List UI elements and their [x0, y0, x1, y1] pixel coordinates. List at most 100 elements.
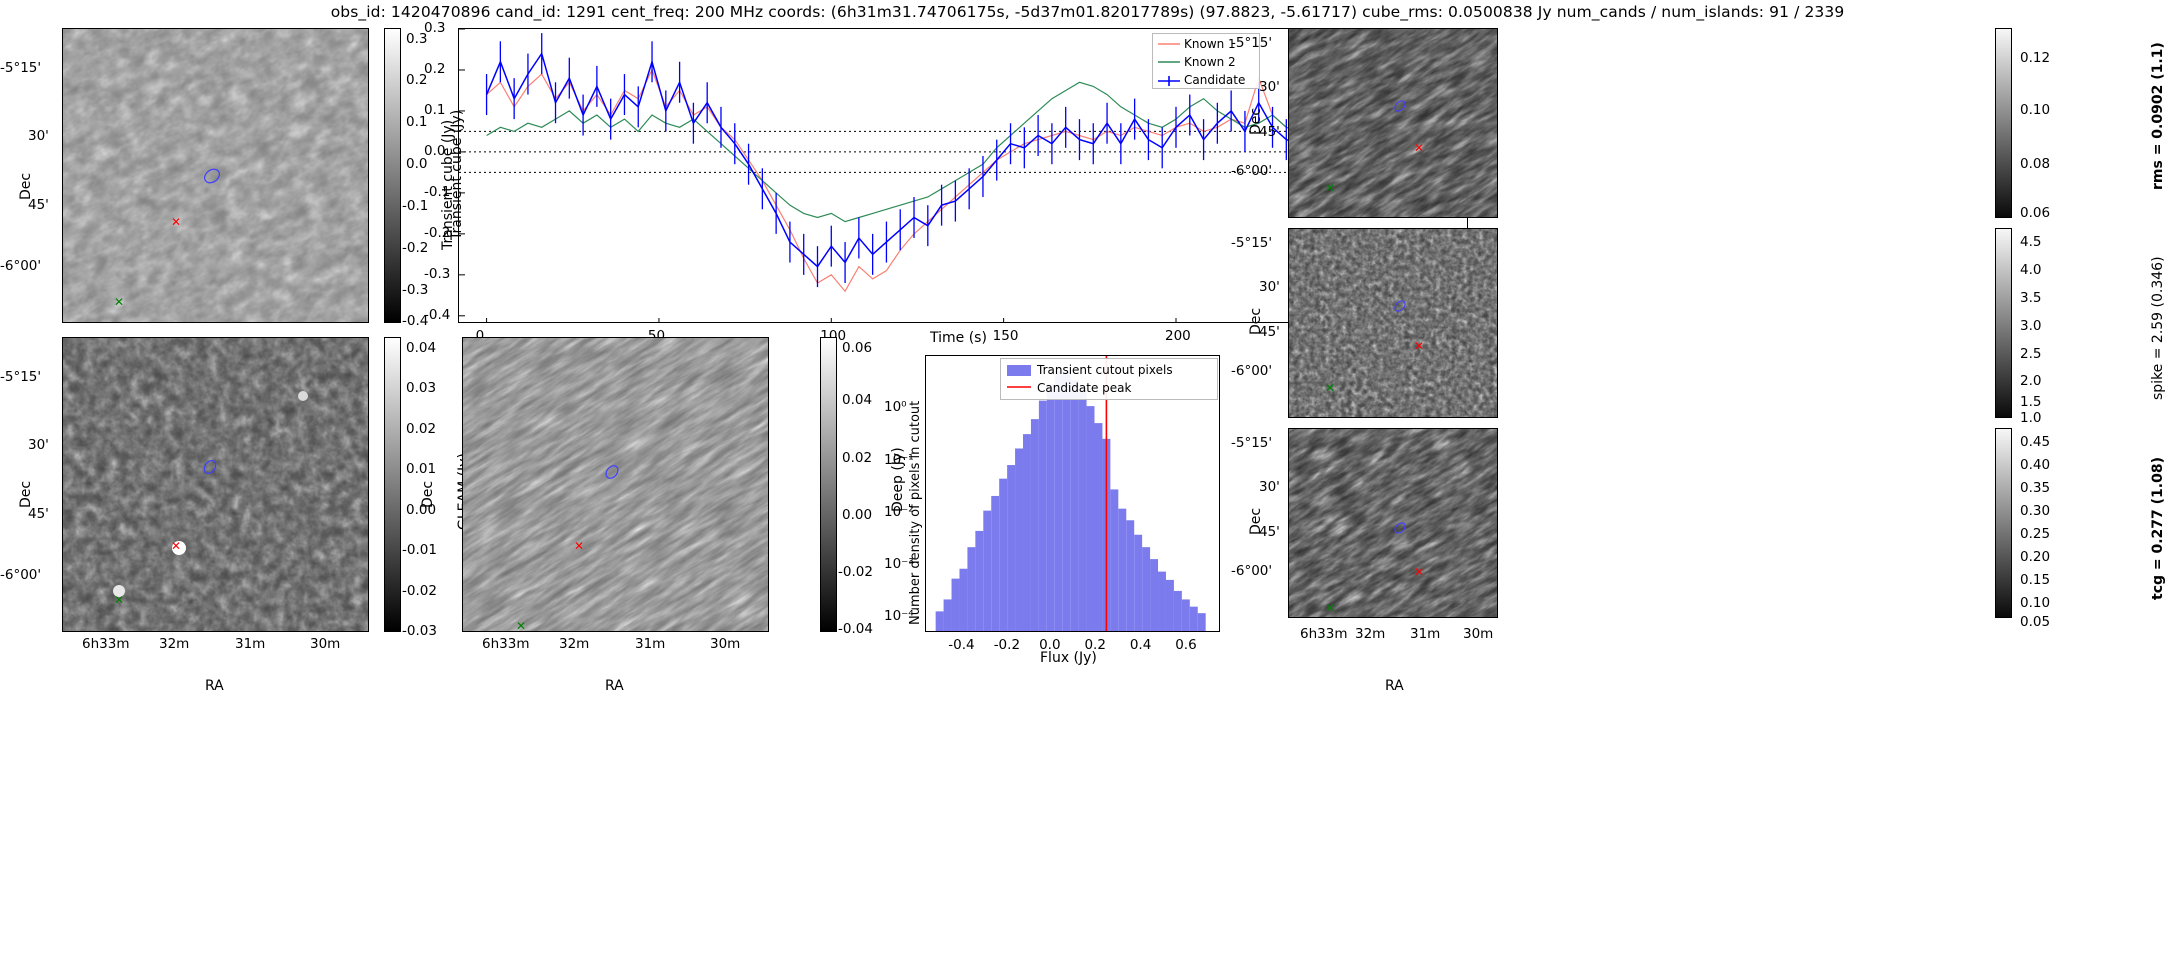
cbar-tick: 3.5: [2020, 290, 2042, 306]
lightcurve-ytick: 0.1: [424, 101, 446, 118]
histogram-xtick: 0.6: [1175, 637, 1197, 653]
gleam-image[interactable]: [62, 337, 369, 632]
tcg-colorbar[interactable]: [1995, 428, 2012, 618]
dec-tick: -5°15': [0, 60, 42, 76]
ra-tick: 32m: [1355, 626, 1386, 642]
histogram-xlabel: Flux (Jy): [1040, 650, 1097, 666]
dec-tick: 30': [28, 437, 49, 453]
transient-cube-ylabel: Dec: [18, 172, 34, 200]
ra-tick: 32m: [159, 636, 190, 652]
ra-tick: 6h33m: [82, 636, 130, 652]
legend-swatch-peak: [1007, 386, 1031, 388]
cbar-tick: 0.15: [2020, 572, 2051, 588]
lightcurve-xtick: 0: [475, 328, 485, 344]
deep-xlabel: RA: [605, 678, 624, 694]
dec-tick: 30': [1259, 79, 1280, 95]
cbar-tick: 0.30: [2020, 503, 2051, 519]
gleam-colorbar[interactable]: [384, 337, 401, 632]
dec-tick: 30': [1259, 479, 1280, 495]
cbar-tick: 0.00: [406, 502, 437, 518]
rms-colorbar-label: rms = 0.0902 (1.1): [2150, 42, 2166, 190]
cbar-tick: 0.0: [406, 156, 428, 172]
lightcurve-xtick: 200: [1164, 328, 1191, 344]
transient-cube-xlabel: RA: [205, 678, 224, 694]
deep-image[interactable]: [462, 337, 769, 632]
red-cross-marker: ✕: [171, 539, 182, 553]
legend-swatch-candidate: [1158, 76, 1180, 86]
dec-tick: 45': [28, 197, 49, 213]
cbar-tick: 0.04: [842, 392, 873, 408]
cbar-tick: 4.5: [2020, 234, 2042, 250]
lightcurve-ytick: -0.4: [424, 306, 451, 323]
lightcurve-legend[interactable]: Known 1 Known 2 Candidate: [1152, 33, 1260, 89]
cbar-tick: 0.20: [2020, 549, 2051, 565]
cbar-tick: -0.1: [402, 198, 429, 214]
cbar-tick: 0.3: [406, 31, 428, 47]
deep-colorbar[interactable]: [820, 337, 837, 632]
histogram-ytick: 10⁻⁴: [884, 608, 914, 625]
cbar-tick: 2.0: [2020, 373, 2042, 389]
ra-tick: 32m: [559, 636, 590, 652]
cbar-tick: -0.04: [838, 621, 873, 637]
red-cross-marker: ✕: [1414, 141, 1425, 155]
green-cross-marker: ✕: [1325, 601, 1336, 615]
dec-tick: -5°15': [1231, 235, 1273, 251]
ra-tick: 30m: [1463, 626, 1494, 642]
histogram-ytick: 10⁰: [884, 399, 907, 416]
lightcurve-ytick: -0.3: [424, 265, 451, 282]
cbar-tick: -0.01: [402, 542, 437, 558]
legend-label-known2: Known 2: [1184, 55, 1236, 69]
tcg-image[interactable]: [1288, 428, 1498, 618]
rms-image[interactable]: [1288, 28, 1498, 218]
rms-colorbar[interactable]: [1995, 28, 2012, 218]
dec-tick: 45': [1259, 524, 1280, 540]
gleam-ylabel: Dec: [18, 480, 34, 508]
histogram-xtick: 0.0: [1039, 637, 1061, 653]
red-cross-marker: ✕: [574, 539, 585, 553]
blue-contour-marker: [1394, 522, 1406, 534]
spike-colorbar[interactable]: [1995, 228, 2012, 418]
cbar-tick: -0.02: [838, 564, 873, 580]
blue-contour-marker: [1394, 100, 1406, 112]
cbar-tick: -0.3: [402, 282, 429, 298]
green-cross-marker: ✕: [516, 619, 527, 633]
cbar-tick: 0.1: [406, 114, 428, 130]
red-cross-marker: ✕: [1414, 339, 1425, 353]
blue-contour-marker: [203, 459, 217, 475]
lightcurve-ytick: 0.2: [424, 60, 446, 77]
cbar-tick: 0.35: [2020, 480, 2051, 496]
cbar-tick: 0.06: [842, 340, 873, 356]
cbar-tick: 0.02: [842, 450, 873, 466]
cbar-tick: 0.03: [406, 380, 437, 396]
cbar-tick: 0.40: [2020, 457, 2051, 473]
legend-label-candidate: Candidate: [1184, 73, 1246, 87]
cbar-tick: 0.00: [842, 507, 873, 523]
dec-tick: -5°15': [0, 369, 42, 385]
tcg-colorbar-label: tcg = 0.277 (1.08): [2150, 457, 2166, 600]
ra-tick: 31m: [1410, 626, 1441, 642]
spike-colorbar-label: spike = 2.59 (0.346): [2150, 256, 2166, 400]
cbar-tick: 4.0: [2020, 262, 2042, 278]
legend-label-known1: Known 1: [1184, 37, 1236, 51]
flux-histogram-plot[interactable]: [925, 355, 1220, 632]
cbar-tick: 0.01: [406, 461, 437, 477]
lightcurve-ytick: -0.1: [424, 183, 451, 200]
transient-cube-image[interactable]: [62, 28, 369, 323]
histogram-legend[interactable]: Transient cutout pixels Candidate peak: [1000, 358, 1218, 400]
transient-cube-colorbar[interactable]: [384, 28, 401, 323]
tcg-xlabel: RA: [1385, 678, 1404, 694]
dec-tick: -6°00': [1231, 363, 1273, 379]
cbar-tick: 0.10: [2020, 102, 2051, 118]
spike-image[interactable]: [1288, 228, 1498, 418]
green-cross-marker: ✕: [1325, 381, 1336, 395]
green-cross-marker: ✕: [1325, 181, 1336, 195]
cbar-tick: -0.02: [402, 583, 437, 599]
lightcurve-xtick: 150: [992, 328, 1019, 344]
cbar-tick: 1.0: [2020, 410, 2042, 426]
ra-tick: 30m: [710, 636, 741, 652]
green-cross-marker: ✕: [114, 593, 125, 607]
dec-tick: -5°15': [1231, 35, 1273, 51]
histogram-xtick: 0.4: [1129, 637, 1152, 653]
histogram-xtick: 0.2: [1084, 637, 1106, 653]
dec-tick: 30': [1259, 279, 1280, 295]
